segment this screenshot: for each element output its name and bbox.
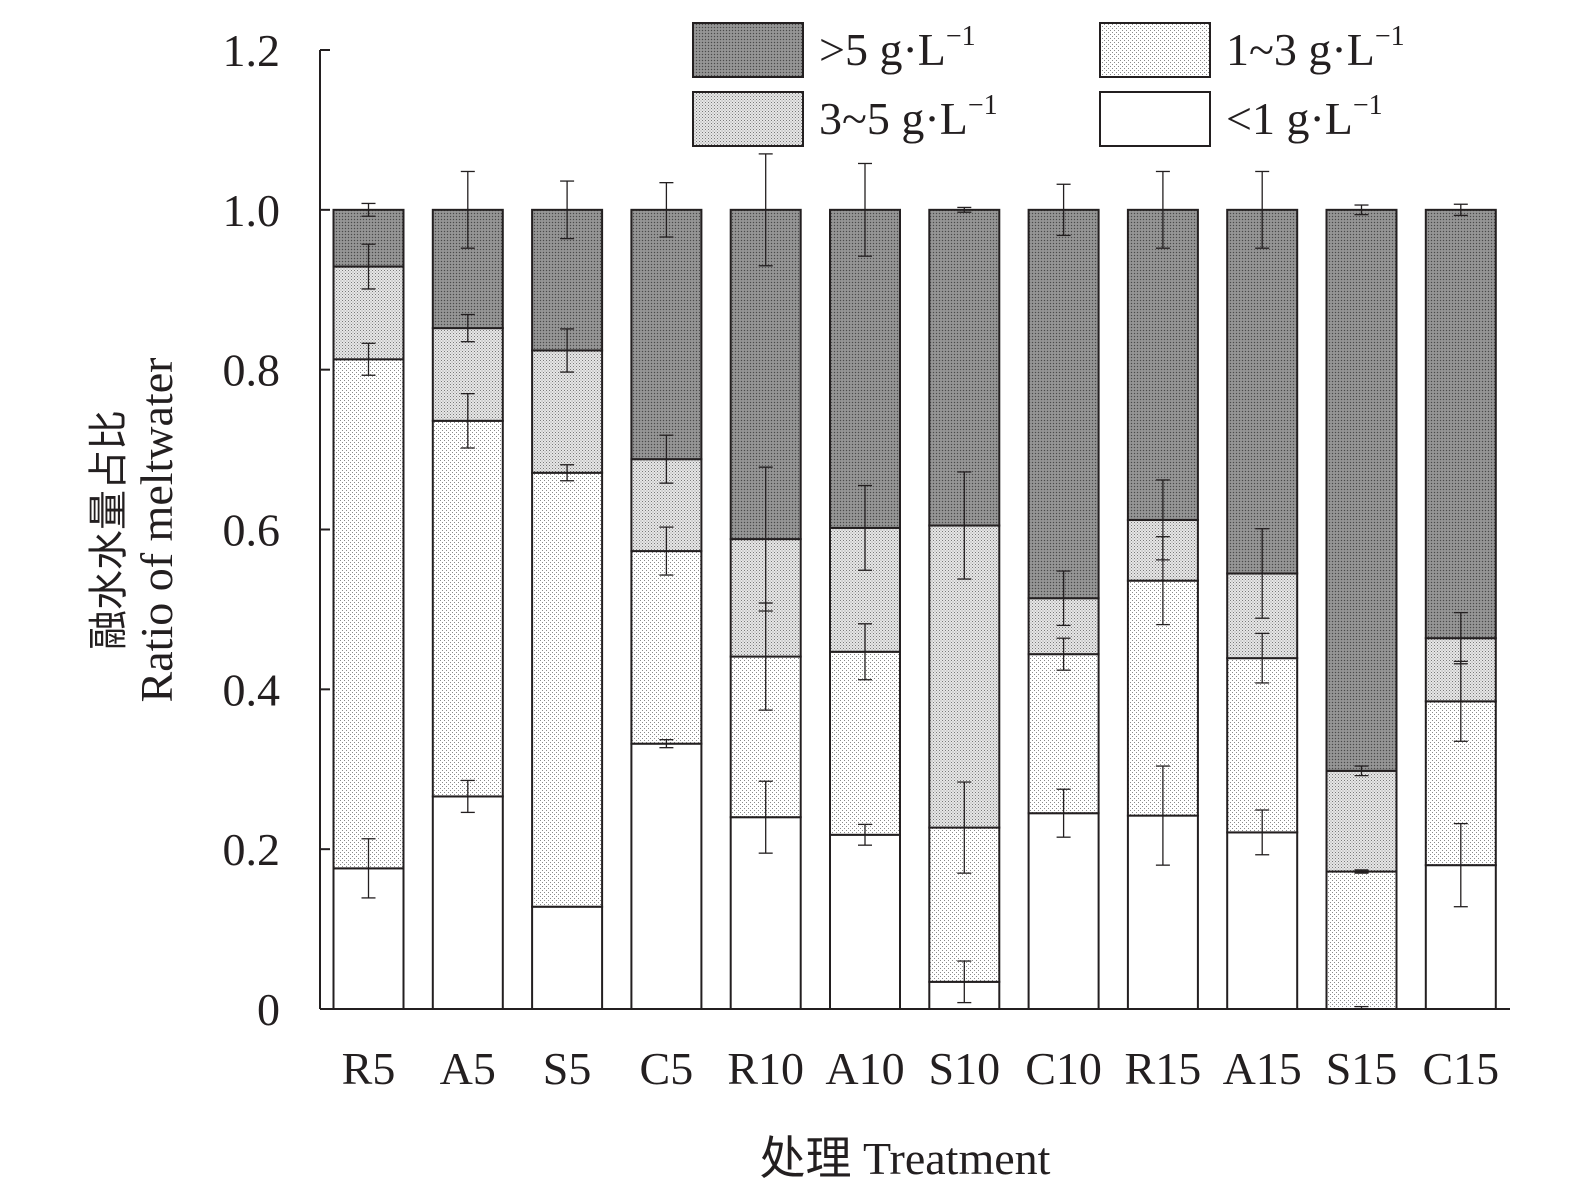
bar-segment-lt1 <box>531 905 604 1010</box>
legend-label-text: 1~3 g·L <box>1226 24 1375 75</box>
y-axis-title-en: Ratio of meltwater <box>131 358 182 703</box>
legend-label-r1_3: 1~3 g·L−1 <box>1226 21 1405 75</box>
x-tick-label: S5 <box>543 1043 592 1094</box>
legend-swatch-r3_5 <box>692 91 804 147</box>
x-ticks-layer: R5 A5 S5 C5 R10 A10 S10 C10 R15 A15 S15 C15 <box>342 1043 1499 1094</box>
bar-segment-r3_5 <box>928 524 1001 829</box>
legend-label-r3_5: 3~5 g·L−1 <box>819 90 998 144</box>
bar-segment-gt5 <box>1325 208 1398 772</box>
bar-segment-lt1 <box>1027 812 1100 1010</box>
bar-segment-lt1 <box>829 833 901 1011</box>
bar-segment-lt1 <box>1226 831 1299 1010</box>
legend-swatch-lt1 <box>1099 91 1211 147</box>
legend: >5 g·L−1 1~3 g·L−13~5 g·L−1 <1 g·L−1 <box>692 21 1405 147</box>
bar-segment-gt5 <box>630 208 703 461</box>
bar-segment-r1_3 <box>332 358 405 870</box>
bar-segment-r1_3 <box>1325 870 1398 1010</box>
error-bars-layer <box>361 153 1468 1010</box>
legend-swatch-r1_3 <box>1099 22 1211 78</box>
x-tick-label: S10 <box>929 1043 1001 1094</box>
bar-segment-gt5 <box>829 208 901 529</box>
bar-segment-gt5 <box>1424 208 1497 640</box>
legend-label-text: <1 g·L <box>1226 93 1353 144</box>
y-ticks-layer: 0 0.2 0.4 0.6 0.8 1.0 1.2 <box>223 25 330 1035</box>
x-tick-label: R5 <box>342 1043 396 1094</box>
x-tick-label: C10 <box>1025 1043 1102 1094</box>
y-tick-label: 1.2 <box>223 25 281 76</box>
bar-segment-r1_3 <box>431 419 504 798</box>
bar-segment-gt5 <box>1126 208 1199 521</box>
legend-label-text: >5 g·L <box>819 24 946 75</box>
legend-label-exponent: −1 <box>946 21 976 52</box>
bars-layer <box>332 208 1497 1011</box>
y-axis-title: 融水水量占比 Ratio of meltwater <box>86 358 182 703</box>
legend-label-lt1: <1 g·L−1 <box>1226 90 1383 144</box>
legend-label-gt5: >5 g·L−1 <box>819 21 976 75</box>
y-tick-label: 0.2 <box>223 824 281 875</box>
x-tick-label: A5 <box>440 1043 496 1094</box>
legend-swatch-gt5 <box>692 22 804 78</box>
x-tick-label: A10 <box>825 1043 904 1094</box>
y-tick-label: 0 <box>257 984 280 1035</box>
x-tick-label: C5 <box>640 1043 694 1094</box>
x-tick-label: R10 <box>727 1043 804 1094</box>
bar-segment-gt5 <box>1027 208 1100 600</box>
bar-segment-r3_5 <box>1325 769 1398 873</box>
legend-label-exponent: −1 <box>1353 90 1383 121</box>
bar-segment-r1_3 <box>531 471 604 908</box>
x-tick-label: C15 <box>1422 1043 1499 1094</box>
x-tick-label: R15 <box>1125 1043 1202 1094</box>
y-axis-title-zh: 融水水量占比 <box>86 410 132 650</box>
bar-segment-r1_3 <box>630 550 703 745</box>
bar-segment-r1_3 <box>1226 657 1299 834</box>
bar-segment-r1_3 <box>1027 653 1100 815</box>
x-tick-label: A15 <box>1223 1043 1302 1094</box>
bar-segment-gt5 <box>1226 208 1299 575</box>
legend-label-exponent: −1 <box>968 90 998 121</box>
legend-label-exponent: −1 <box>1375 21 1405 52</box>
bar-segment-lt1 <box>431 795 504 1011</box>
y-tick-label: 0.4 <box>223 664 281 715</box>
y-tick-label: 1.0 <box>223 185 281 236</box>
legend-label-text: 3~5 g·L <box>819 93 968 144</box>
bar-segment-lt1 <box>630 742 703 1011</box>
x-tick-label: S15 <box>1326 1043 1398 1094</box>
y-tick-label: 0.8 <box>223 345 281 396</box>
x-axis-title: 处理 Treatment <box>760 1133 1051 1184</box>
y-tick-label: 0.6 <box>223 505 281 556</box>
